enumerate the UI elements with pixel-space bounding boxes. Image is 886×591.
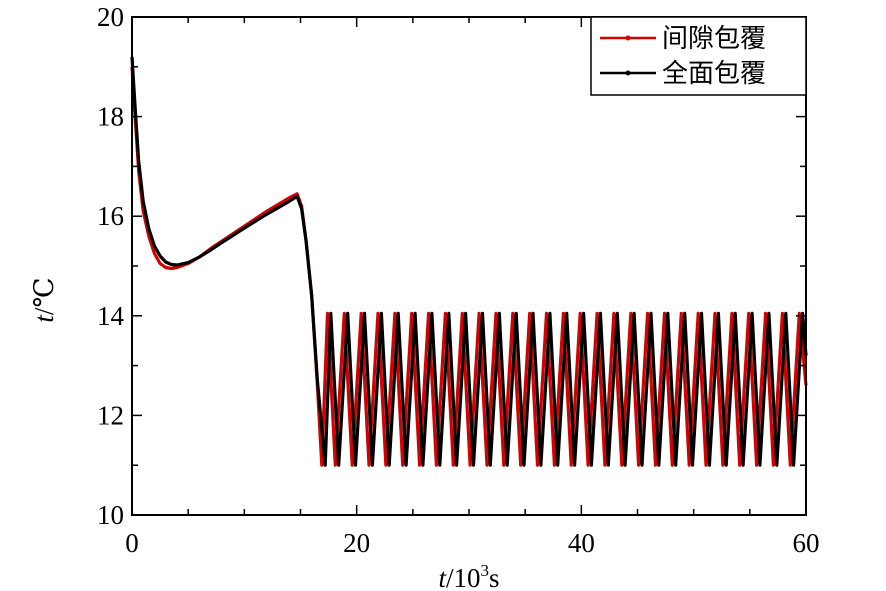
- legend-marker-series-2: [625, 70, 631, 76]
- series-line-2: [130, 56, 808, 467]
- axis-ticks: 0 20 40 60 10 12 14 16 18 20: [97, 2, 820, 558]
- y-tick-label: 10: [97, 500, 124, 530]
- x-axis-title-exponent: 3: [481, 561, 490, 580]
- series-layer: [130, 56, 808, 467]
- x-tick-label: 0: [125, 528, 139, 558]
- x-axis-title: t/103s: [438, 561, 499, 591]
- y-tick-label: 12: [97, 400, 124, 430]
- y-tick-label: 20: [97, 2, 124, 32]
- legend-label-series-2: 全面包覆: [662, 59, 766, 89]
- y-tick-label: 16: [97, 201, 124, 231]
- y-tick-label: 18: [97, 102, 124, 132]
- legend-box: [590, 16, 807, 96]
- y-axis-title-unit: /℃: [29, 277, 59, 315]
- x-tick-label: 60: [793, 528, 820, 558]
- y-tick-label: 14: [97, 301, 125, 331]
- x-tick-label: 40: [568, 528, 595, 558]
- legend-marker-series-1: [625, 35, 631, 41]
- legend: 间隙包覆 全面包覆: [590, 16, 807, 96]
- x-axis-title-seconds: s: [489, 563, 500, 591]
- y-axis-title-variable: t: [29, 314, 59, 323]
- x-tick-label: 20: [343, 528, 370, 558]
- x-axis-title-variable: t: [438, 563, 447, 591]
- y-axis-title: t/℃: [29, 277, 59, 322]
- legend-label-series-1: 间隙包覆: [662, 24, 766, 54]
- x-axis-title-unit: /10: [446, 563, 481, 591]
